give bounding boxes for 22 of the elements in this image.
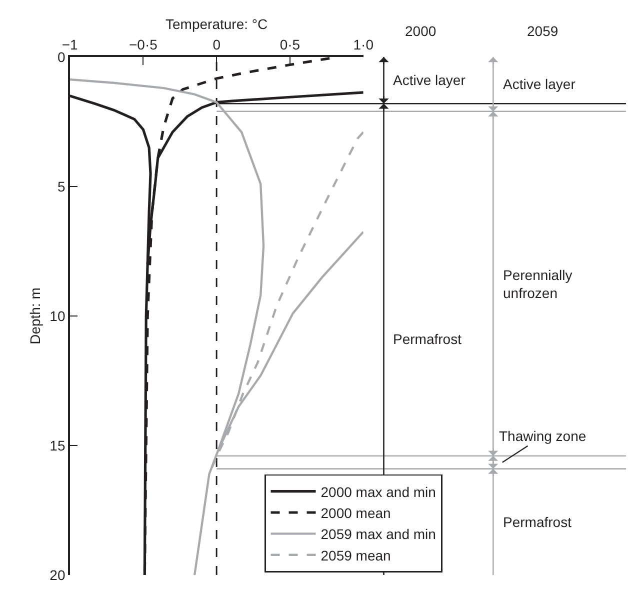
x-tick-label: 1·0 <box>353 36 374 53</box>
legend-label: 2000 mean <box>320 504 391 521</box>
legend-label: 2059 max and min <box>320 526 436 542</box>
text: Active layer <box>503 76 576 92</box>
y-tick-label: 15 <box>50 437 66 454</box>
text: Permafrost <box>503 514 572 530</box>
y-tick-label: 5 <box>57 178 66 194</box>
text: 2000 <box>405 23 436 39</box>
legend-label: 2059 mean <box>320 547 391 564</box>
text: 2059 <box>527 23 558 39</box>
x-tick-label: 0·5 <box>280 36 300 53</box>
text: Perennially unfrozen <box>503 267 572 302</box>
x-tick-label: 0 <box>212 36 221 53</box>
y-tick-label: 10 <box>50 308 66 324</box>
x-axis-title: Temperature: °C <box>166 16 268 32</box>
legend-label: 2000 max and min <box>320 484 436 500</box>
y-axis-title: Depth: m <box>26 288 43 344</box>
text: Active layer <box>393 72 466 88</box>
y-tick-label: 20 <box>50 566 66 583</box>
text: Permafrost <box>393 331 462 347</box>
x-tick-label: −0·5 <box>128 36 158 53</box>
text: Thawing zone <box>499 428 586 444</box>
